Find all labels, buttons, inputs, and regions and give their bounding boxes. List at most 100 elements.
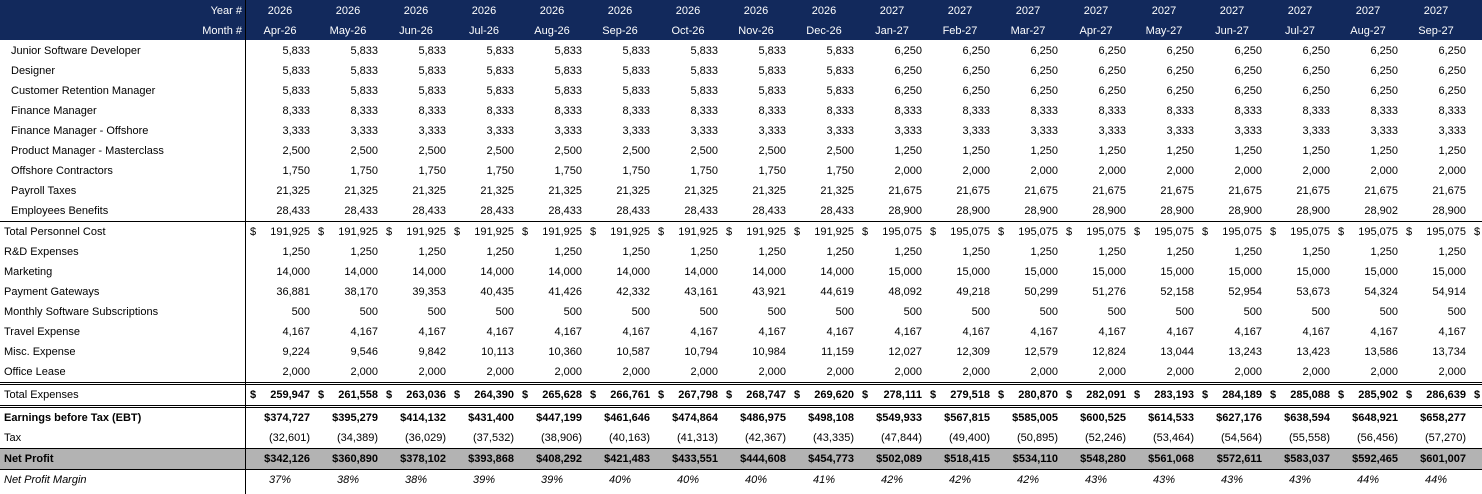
- value-cell: 2,000: [1302, 165, 1330, 177]
- value-cell: 286,639: [1426, 389, 1466, 401]
- year-cell: 2026: [267, 5, 293, 17]
- value-cell: 28,433: [684, 205, 718, 217]
- year-cell: 2027: [879, 5, 905, 17]
- row-label: Finance Manager: [11, 105, 97, 117]
- row-label: Customer Retention Manager: [11, 85, 156, 97]
- value-cell: 1,750: [350, 165, 378, 177]
- value-cell: $534,110: [1012, 453, 1058, 465]
- month-cell: Nov-26: [738, 25, 774, 37]
- row-label: Misc. Expense: [4, 346, 76, 358]
- month-cell: Jul-27: [1285, 25, 1315, 37]
- value-cell: (40,163): [609, 432, 650, 444]
- value-cell: 5,833: [826, 45, 854, 57]
- value-cell: 4,167: [554, 326, 582, 338]
- value-cell: $548,280: [1080, 453, 1126, 465]
- currency-symbol: $: [386, 389, 393, 401]
- personnel-row: Designer 5,833 5,833 5,833 5,833 5,833 5,833 5,…: [0, 61, 1482, 81]
- expense-row: Travel Expense 4,167 4,167 4,167 4,167 4,167 4…: [0, 322, 1482, 342]
- value-cell: 2,000: [758, 366, 786, 378]
- currency-symbol: $: [726, 226, 733, 238]
- value-cell: 266,761: [610, 389, 650, 401]
- value-cell: 51,276: [1092, 286, 1126, 298]
- value-cell: 21,675: [888, 185, 922, 197]
- value-cell: 191,925: [474, 226, 514, 238]
- currency-symbol: $: [930, 389, 937, 401]
- value-cell: 21,325: [480, 185, 514, 197]
- value-cell: 3,333: [486, 125, 514, 137]
- separator-line: [0, 407, 1482, 408]
- value-cell: 21,325: [752, 185, 786, 197]
- year-cell: 2026: [539, 5, 565, 17]
- value-cell: 264,390: [474, 389, 514, 401]
- value-cell: 8,333: [282, 105, 310, 117]
- value-cell: $461,646: [604, 412, 650, 424]
- value-cell: 5,833: [418, 65, 446, 77]
- value-cell: 4,167: [962, 326, 990, 338]
- value-cell: 6,250: [1234, 85, 1262, 97]
- value-cell: 3,333: [282, 125, 310, 137]
- value-cell: (53,464): [1153, 432, 1194, 444]
- value-cell: 1,250: [1302, 145, 1330, 157]
- currency-symbol: $: [726, 389, 733, 401]
- year-cell: 2027: [1083, 5, 1109, 17]
- row-label: Monthly Software Subscriptions: [4, 306, 159, 318]
- label-column-divider: [245, 0, 246, 494]
- value-cell: 4,167: [1166, 326, 1194, 338]
- value-cell: 195,075: [1154, 226, 1194, 238]
- value-cell: 2,000: [1302, 366, 1330, 378]
- value-cell: 500: [699, 306, 718, 318]
- value-cell: (55,558): [1289, 432, 1330, 444]
- year-cell: 2027: [1287, 5, 1313, 17]
- value-cell: 195,075: [1426, 226, 1466, 238]
- value-cell: 21,675: [1364, 185, 1398, 197]
- value-cell: 6,250: [1098, 85, 1126, 97]
- value-cell: 5,833: [282, 65, 310, 77]
- currency-symbol: $: [862, 226, 869, 238]
- value-cell: 191,925: [814, 226, 854, 238]
- value-cell: 1,250: [1438, 145, 1466, 157]
- value-cell: 1,250: [622, 246, 650, 258]
- value-cell: 39%: [472, 474, 496, 486]
- value-cell: 38,170: [344, 286, 378, 298]
- currency-symbol: $: [522, 389, 529, 401]
- month-cell: Sep-26: [602, 25, 638, 37]
- value-cell: $447,199: [536, 412, 582, 424]
- row-label: Tax: [4, 432, 22, 444]
- value-cell: (50,895): [1017, 432, 1058, 444]
- value-cell: 15,000: [1432, 266, 1466, 278]
- value-cell: 500: [1311, 306, 1330, 318]
- value-cell: 4,167: [1098, 326, 1126, 338]
- value-cell: 8,333: [486, 105, 514, 117]
- currency-symbol: $: [318, 389, 325, 401]
- value-cell: $627,176: [1216, 412, 1262, 424]
- value-cell: 14,000: [752, 266, 786, 278]
- row-label: Net Profit: [4, 453, 54, 465]
- value-cell: 44%: [1356, 474, 1380, 486]
- value-cell: 2,000: [1030, 366, 1058, 378]
- value-cell: 5,833: [758, 85, 786, 97]
- personnel-row: Junior Software Developer 5,833 5,833 5,833…: [0, 41, 1482, 61]
- value-cell: 2,000: [894, 366, 922, 378]
- value-cell: 13,243: [1228, 346, 1262, 358]
- value-cell: 191,925: [338, 226, 378, 238]
- value-cell: 8,333: [350, 105, 378, 117]
- row-label: Offshore Contractors: [11, 165, 113, 177]
- value-cell: 6,250: [1234, 65, 1262, 77]
- value-cell: 12,824: [1092, 346, 1126, 358]
- value-cell: 3,333: [1438, 125, 1466, 137]
- currency-symbol: $: [930, 226, 937, 238]
- value-cell: $393,868: [468, 453, 514, 465]
- value-cell: 259,947: [270, 389, 310, 401]
- value-cell: 15,000: [1160, 266, 1194, 278]
- value-cell: (52,246): [1085, 432, 1126, 444]
- value-cell: $658,277: [1420, 412, 1466, 424]
- value-cell: 8,333: [418, 105, 446, 117]
- year-cell: 2026: [607, 5, 633, 17]
- header-year-row: Year # 2026 2026 2026 2026 2026 2026 2026 2026 20…: [0, 1, 1482, 21]
- value-cell: 15,000: [956, 266, 990, 278]
- month-cell: Jun-26: [399, 25, 433, 37]
- net-margin-row: Net Profit Margin 37% 38% 38% 39% 39% 40% 40% 40…: [0, 470, 1482, 490]
- value-cell: $408,292: [536, 453, 582, 465]
- value-cell: 269,620: [814, 389, 854, 401]
- value-cell: (42,367): [745, 432, 786, 444]
